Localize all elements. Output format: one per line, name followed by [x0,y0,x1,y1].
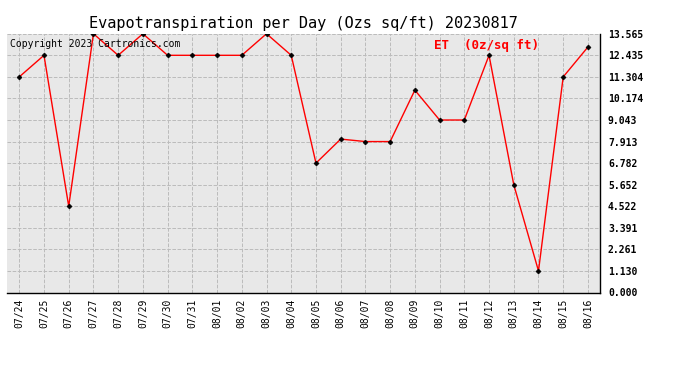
Title: Evapotranspiration per Day (Ozs sq/ft) 20230817: Evapotranspiration per Day (Ozs sq/ft) 2… [89,16,518,31]
Text: Copyright 2023 Cartronics.com: Copyright 2023 Cartronics.com [10,39,180,49]
Text: ET  (0z/sq ft): ET (0z/sq ft) [434,39,539,52]
